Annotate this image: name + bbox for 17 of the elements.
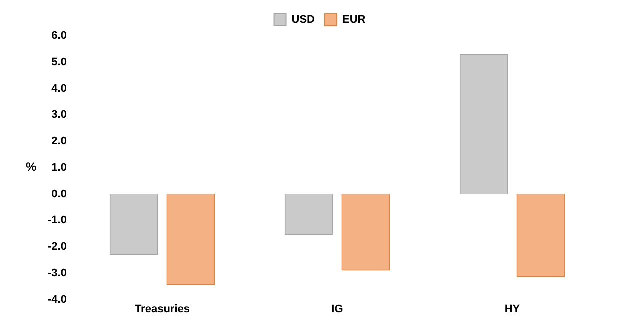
y-tick-label: 5.0 xyxy=(52,56,67,68)
y-tick-label: -2.0 xyxy=(48,241,67,254)
legend-label: EUR xyxy=(342,14,366,26)
y-tick-label: 0.0 xyxy=(52,188,67,200)
x-tick-label: IG xyxy=(332,303,344,316)
y-axis-title: % xyxy=(26,160,37,174)
y-tick-label: 1.0 xyxy=(52,162,67,174)
y-tick-label: -4.0 xyxy=(48,294,67,306)
y-tick-label: -3.0 xyxy=(48,267,67,280)
y-tick-label: 2.0 xyxy=(52,136,67,148)
y-tick-label: -1.0 xyxy=(48,214,67,227)
legend-label: USD xyxy=(292,14,316,26)
y-tick-label: 3.0 xyxy=(52,109,67,122)
y-tick-label: 6.0 xyxy=(52,30,67,42)
x-tick-label: HY xyxy=(504,303,521,316)
y-tick-label: 4.0 xyxy=(52,82,67,95)
x-tick-label: Treasuries xyxy=(134,303,190,316)
